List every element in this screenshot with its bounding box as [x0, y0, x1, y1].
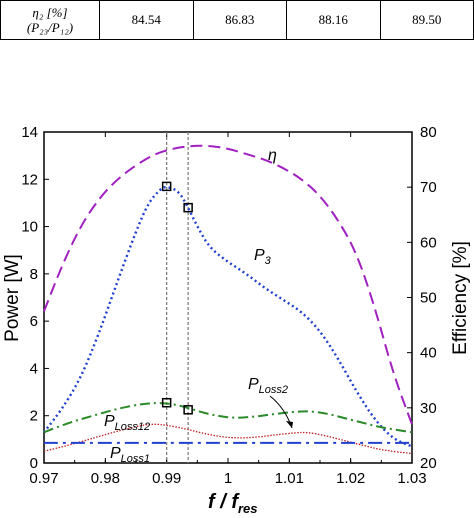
x-tick-label: 1 [224, 470, 232, 487]
y-right-tick-label: 80 [420, 124, 437, 141]
data-marker [183, 202, 193, 213]
axes-group: 0.97 0.98 0.99 1 1.01 1.02 1.03 0 2 4 6 8 10 12 14 20 30… [21, 124, 436, 487]
markers-group [161, 181, 193, 415]
ploss12-label: PLoss12 [104, 413, 150, 433]
y-right-tick-label: 20 [420, 455, 437, 472]
y-right-tick-label: 50 [420, 290, 437, 307]
y-left-tick-label: 10 [21, 219, 38, 236]
data-marker [183, 405, 193, 415]
series-line-ploss2 [43, 423, 413, 455]
ploss12-label-main: P [104, 413, 115, 430]
power-efficiency-chart: 0.97 0.98 0.99 1 1.01 1.02 1.03 0 2 4 6 8 10 12 14 20 30… [2, 124, 471, 516]
eta-label: η [268, 147, 277, 164]
y-left-tick-label: 6 [30, 313, 38, 330]
y-left-tick-label: 14 [21, 124, 38, 141]
x-axis-title: f / fres [208, 491, 258, 516]
series-line-ploss12 [43, 402, 413, 434]
table-header-cell: η₂ [%] (P₂₃/P₁₂) [0, 0, 100, 40]
ploss2-label-sub: Loss2 [259, 384, 288, 396]
x-tick-label: 1.02 [336, 470, 365, 487]
y-right-tick-label: 40 [420, 345, 437, 362]
table-cell: 84.54 [99, 0, 194, 40]
p3-label-sub: 3 [265, 255, 272, 267]
p3-label-main: P [254, 247, 265, 264]
table-cell: 88.16 [286, 0, 381, 40]
x-tick-label: 0.97 [29, 470, 58, 487]
ploss1-label-main: P [110, 445, 121, 462]
table-row: η₂ [%] (P₂₃/P₁₂) 84.54 86.83 88.16 89.50 [0, 0, 474, 40]
ploss2-arrow-head [286, 421, 293, 428]
x-tick-label: 0.99 [152, 470, 181, 487]
y-left-tick-label: 4 [30, 360, 38, 377]
data-marker [161, 181, 172, 192]
y-axis-right-title: Efficiency [%] [450, 241, 471, 355]
y-axis-left-title: Power [W] [2, 254, 23, 342]
efficiency-table-grid: η₂ [%] (P₂₃/P₁₂) 84.54 86.83 88.16 89.50 [0, 0, 474, 40]
table-cell: 86.83 [192, 0, 287, 40]
y-left-tick-label: 0 [30, 455, 38, 472]
series-line-p3 [43, 185, 413, 448]
x-tick-label: 0.98 [91, 470, 120, 487]
y-left-tick-label: 8 [30, 266, 38, 283]
table-cell: 89.50 [379, 0, 474, 40]
y-right-tick-label: 60 [420, 234, 437, 251]
ploss12-label-sub: Loss12 [115, 421, 150, 433]
ploss1-label-sub: Loss1 [121, 453, 150, 465]
y-right-tick-label: 70 [420, 179, 437, 196]
series-line- [43, 144, 413, 425]
x-axis-title-sub: res [238, 501, 258, 516]
data-marker [161, 397, 172, 408]
p3-label: P3 [254, 247, 272, 267]
plot-frame [43, 131, 413, 464]
efficiency-table: η₂ [%] (P₂₃/P₁₂) 84.54 86.83 88.16 89.50 [0, 0, 474, 40]
y-left-tick-label: 2 [30, 408, 38, 425]
y-left-tick-label: 12 [21, 171, 38, 188]
ploss1-label: PLoss1 [110, 445, 150, 465]
header-line-1: η₂ [%] [32, 5, 68, 20]
ploss2-label: PLoss2 [248, 376, 288, 396]
x-axis-title-main: f / f [208, 491, 240, 513]
header-line-2: (P₂₃/P₁₂) [26, 20, 74, 35]
x-tick-label: 1.01 [275, 470, 304, 487]
ploss2-label-main: P [248, 376, 259, 393]
series-group [43, 144, 413, 455]
x-tick-label: 1.03 [397, 470, 426, 487]
y-right-tick-label: 30 [420, 400, 437, 417]
